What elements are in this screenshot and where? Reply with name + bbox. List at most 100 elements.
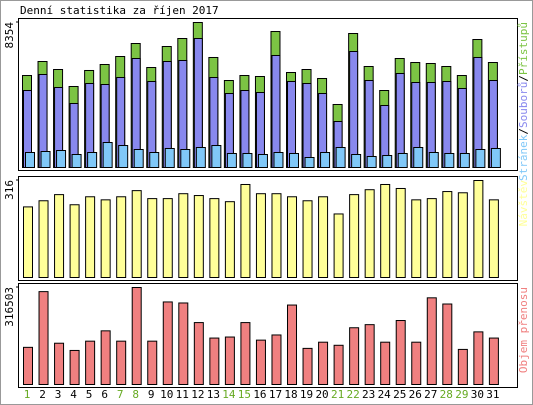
x-tick-label: 6 (101, 388, 108, 401)
bar (118, 145, 129, 169)
bar (380, 341, 391, 386)
bar (459, 152, 470, 168)
legend-separator: / (517, 128, 530, 135)
x-tick-label: 7 (117, 388, 124, 401)
x-tick-label: 17 (269, 388, 282, 401)
bar (364, 80, 374, 168)
bar (164, 147, 175, 169)
bar (193, 195, 204, 278)
bar (224, 201, 235, 278)
bar (178, 193, 189, 279)
bar (69, 204, 80, 278)
x-tick-label: 10 (160, 388, 173, 401)
x-tick-label: 21 (331, 388, 344, 401)
bar (54, 194, 65, 278)
bar (178, 302, 189, 386)
x-tick-label: 18 (284, 388, 297, 401)
bar (38, 291, 49, 385)
bar (209, 198, 220, 279)
bar (271, 54, 281, 169)
bar (87, 152, 98, 168)
bar (54, 342, 65, 386)
x-tick-label: 26 (409, 388, 422, 401)
x-tick-label: 20 (315, 388, 328, 401)
bar (255, 339, 266, 385)
x-tick-label: 11 (176, 388, 189, 401)
bar (457, 192, 468, 279)
bar (302, 200, 313, 278)
chart-title: Denní statistika za říjen 2017 (20, 4, 219, 17)
bar (442, 191, 453, 278)
bar (490, 147, 501, 169)
bar (318, 196, 329, 278)
bar (255, 193, 266, 279)
bar (304, 157, 315, 169)
bar (100, 330, 111, 386)
bar (102, 142, 113, 168)
bar (397, 152, 408, 168)
legend-entry: Návštěv (517, 180, 530, 227)
legend-entry: Objem přenosu (517, 287, 530, 373)
bar (56, 150, 67, 168)
y-tick-label: 8354 (3, 22, 16, 49)
bar (457, 348, 468, 385)
bar (473, 331, 484, 385)
bar (444, 152, 455, 168)
bar (69, 349, 80, 386)
legend: Objem přenosu (517, 287, 530, 373)
bar (131, 190, 142, 278)
x-tick-label: 3 (55, 388, 62, 401)
bar (38, 200, 49, 278)
bar (426, 297, 437, 385)
bar (395, 187, 406, 279)
legend-entry: Stránek (517, 134, 530, 181)
x-tick-label: 23 (362, 388, 375, 401)
panel-frame (18, 283, 518, 388)
bar (488, 199, 499, 278)
bar (411, 199, 422, 278)
x-tick-label: 2 (39, 388, 46, 401)
bar (133, 149, 144, 169)
bar (162, 301, 173, 386)
bar (302, 82, 312, 168)
x-tick-label: 30 (471, 388, 484, 401)
bar (366, 155, 377, 169)
panel-frame (18, 18, 518, 171)
x-tick-label: 19 (300, 388, 313, 401)
bar (411, 341, 422, 386)
bar (382, 155, 393, 169)
bar (333, 213, 344, 278)
bar (395, 320, 406, 385)
legend: Stránek/Souborů/Přístupů (517, 22, 530, 181)
bar (302, 347, 313, 385)
bar (224, 336, 235, 385)
bar (116, 340, 127, 385)
bar (23, 346, 33, 386)
bar (180, 149, 191, 169)
bar (473, 180, 484, 278)
bar (426, 198, 437, 279)
bar (287, 196, 298, 278)
x-tick-label: 15 (238, 388, 251, 401)
bar (162, 198, 173, 279)
bar (242, 152, 253, 168)
x-tick-label: 5 (86, 388, 93, 401)
bar (23, 206, 33, 278)
bar (488, 337, 499, 386)
bar (85, 196, 96, 278)
bar (333, 344, 344, 385)
bar (147, 198, 158, 279)
x-tick-label: 27 (424, 388, 437, 401)
x-tick-label: 16 (253, 388, 266, 401)
bar (240, 322, 251, 386)
bar (257, 153, 268, 168)
legend-entry: Přístupů (517, 22, 530, 75)
bar (351, 153, 362, 168)
y-tick-label: 316503 (3, 287, 16, 327)
bar (100, 199, 111, 278)
bar (335, 147, 346, 169)
legend: Návštěv (517, 180, 530, 227)
x-tick-label: 22 (347, 388, 360, 401)
